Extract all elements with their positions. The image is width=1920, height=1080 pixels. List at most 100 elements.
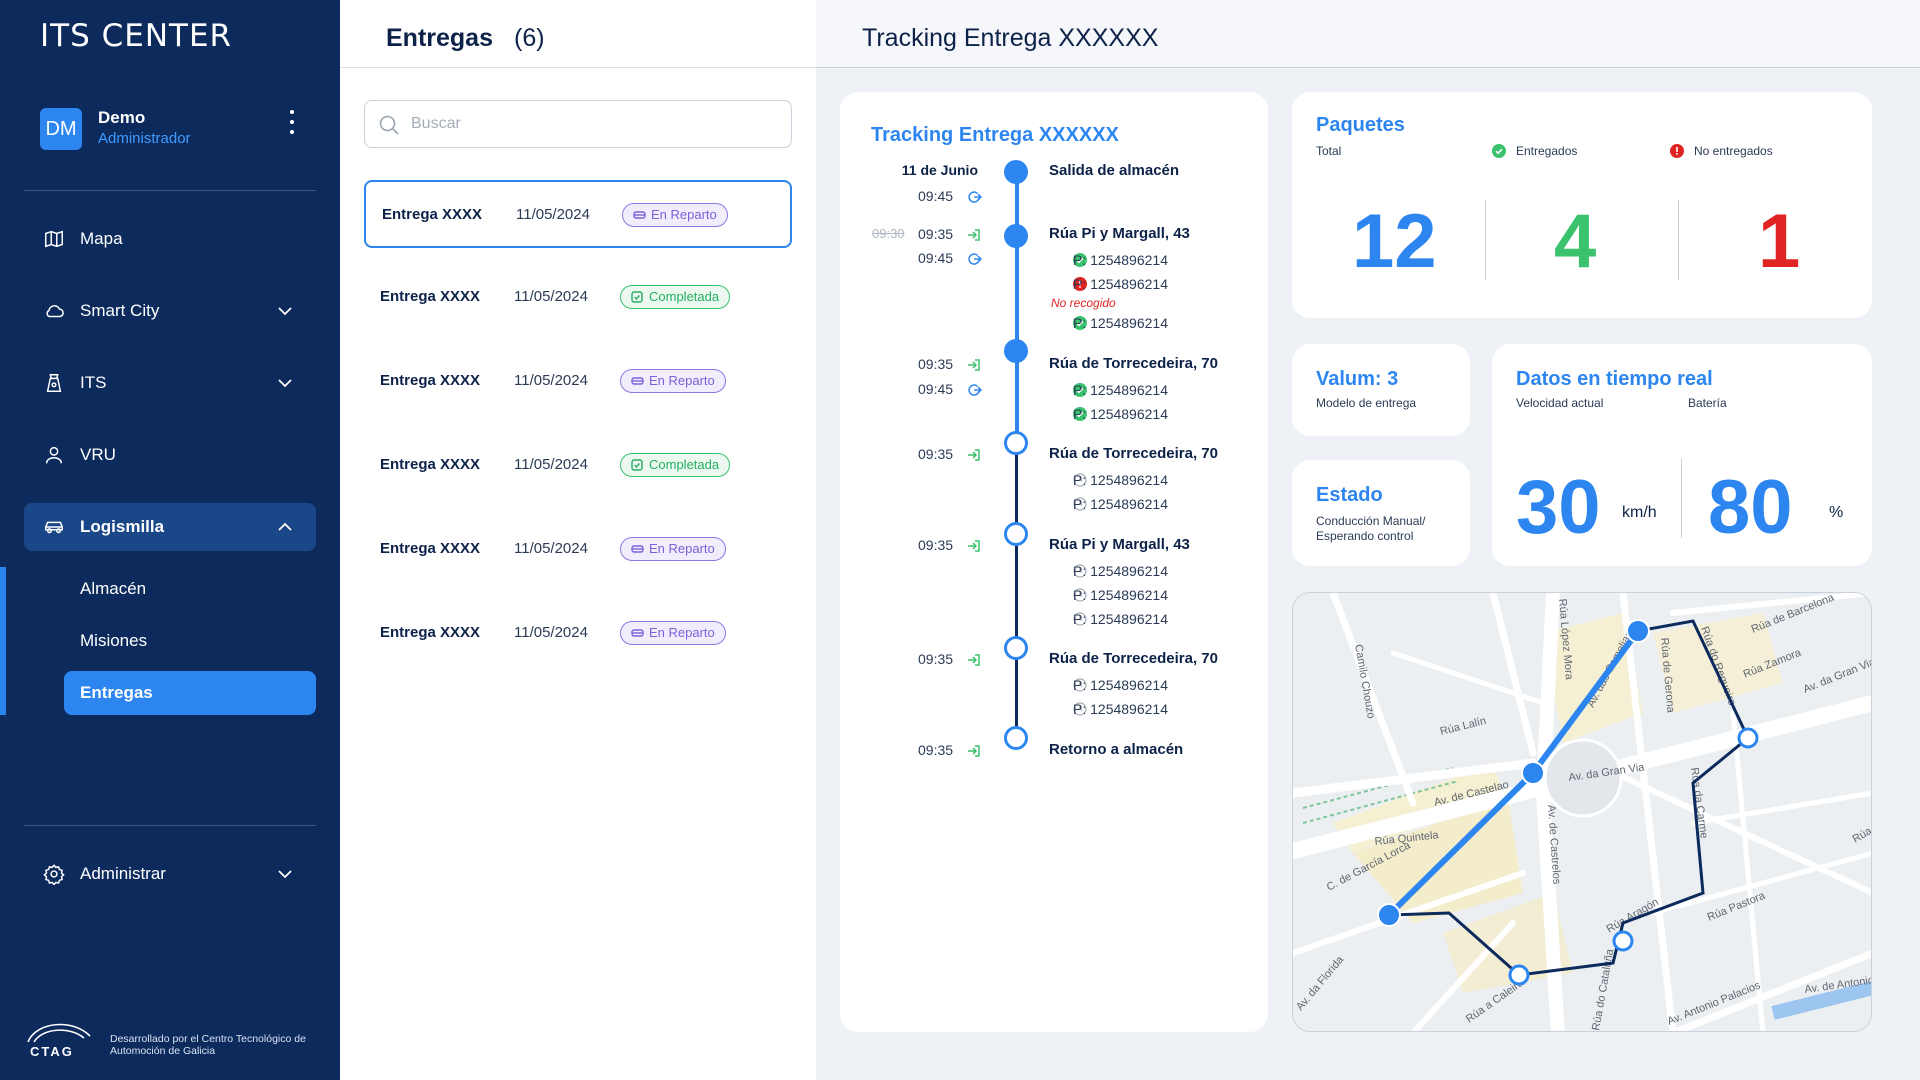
divider — [1681, 458, 1682, 538]
delivery-row[interactable]: Entrega XXXX 11/05/2024 En Reparto — [364, 348, 792, 416]
sidebar-item-label: VRU — [80, 445, 116, 464]
battery-label: Batería — [1688, 396, 1727, 410]
route-stop[interactable] — [1612, 930, 1634, 952]
timeline-node[interactable] — [1004, 431, 1028, 455]
chevron-down-icon — [278, 379, 292, 388]
delivery-date: 11/05/2024 — [514, 372, 588, 389]
timeline-node[interactable] — [1004, 339, 1028, 363]
timeline-time: 09:35 — [918, 446, 954, 462]
search-input[interactable] — [411, 111, 771, 137]
timeline-node[interactable] — [1004, 636, 1028, 660]
timeline-node[interactable] — [1004, 522, 1028, 546]
delivery-date: 11/05/2024 — [514, 540, 588, 557]
route-map[interactable]: Camilo Chouzo Rúa López Mora Av. das Cam… — [1292, 592, 1872, 1032]
delivery-row[interactable]: Entrega XXXX 11/05/2024 Completada — [364, 264, 792, 332]
tracking-card: Tracking Entrega XXXXXX 11 de Junio Salid… — [840, 92, 1268, 1032]
delivery-row[interactable]: Entrega XXXX 11/05/2024 En Reparto — [364, 180, 792, 248]
package-id: P: 1254896214 — [1073, 472, 1168, 488]
realtime-title: Datos en tiempo real — [1516, 368, 1713, 390]
route-stop[interactable] — [1521, 761, 1545, 785]
timeline-place: Rúa de Torrecedeira, 70 — [1049, 355, 1218, 372]
sidebar-item-administrar[interactable]: Administrar — [24, 850, 316, 898]
timeline-node[interactable] — [1004, 224, 1028, 248]
status-badge: En Reparto — [620, 621, 726, 645]
delivery-name: Entrega XXXX — [380, 372, 481, 389]
status-badge: En Reparto — [622, 203, 728, 227]
arrival-icon — [966, 227, 982, 243]
active-section-indicator — [0, 567, 6, 715]
status-label: Completada — [649, 289, 720, 304]
sidebar-item-vru[interactable]: VRU — [24, 431, 316, 479]
sidebar-item-label: Mapa — [80, 229, 123, 248]
kebab-menu-icon[interactable] — [288, 110, 296, 134]
failed-label: No entregados — [1694, 144, 1773, 158]
arrival-icon — [966, 652, 982, 668]
sidebar-subitem-entregas[interactable]: Entregas — [64, 671, 316, 715]
route-stop[interactable] — [1626, 619, 1650, 643]
timeline-time: 09:45 — [918, 188, 954, 204]
departure-icon — [966, 189, 983, 205]
van-icon — [631, 377, 644, 385]
status-label: Completada — [649, 457, 720, 472]
sidebar-subitem-misiones[interactable]: Misiones — [64, 619, 316, 663]
delivery-row[interactable]: Entrega XXXX 11/05/2024 En Reparto — [364, 516, 792, 584]
failed-count: 1 — [1758, 199, 1801, 284]
estado-title: Estado — [1316, 484, 1383, 506]
sidebar-item-logismilla[interactable]: Logismilla — [24, 503, 316, 551]
estado-line-1: Conducción Manual/ — [1316, 514, 1426, 528]
sidebar-item-label: Administrar — [80, 864, 166, 883]
main-title: Tracking Entrega XXXXXX — [862, 24, 1159, 52]
timeline-place: Rúa Pi y Margall, 43 — [1049, 536, 1190, 553]
timeline-node[interactable] — [1004, 160, 1028, 184]
total-label: Total — [1316, 144, 1342, 158]
package-id: P: 1254896214 — [1073, 611, 1168, 627]
speed-unit: km/h — [1622, 504, 1657, 521]
package-id: P: 1254896214 — [1073, 315, 1168, 331]
departure-icon — [966, 382, 983, 398]
sidebar-subitem-almacen[interactable]: Almacén — [64, 567, 316, 611]
car-icon — [42, 515, 66, 539]
footer-credit: Desarrollado por el Centro Tecnológico d… — [110, 1033, 306, 1057]
map-canvas[interactable]: Camilo Chouzo Rúa López Mora Av. das Cam… — [1293, 593, 1872, 1032]
route-stop[interactable] — [1737, 727, 1759, 749]
valum-title: Valum: 3 — [1316, 368, 1399, 390]
app-logo: ITS CENTER — [40, 18, 233, 54]
user-role: Administrador — [98, 130, 191, 147]
delivery-row[interactable]: Entrega XXXX 11/05/2024 En Reparto — [364, 600, 792, 668]
status-badge: En Reparto — [620, 369, 726, 393]
delivery-date: 11/05/2024 — [516, 206, 590, 223]
package-id: P: 1254896214 — [1073, 382, 1168, 398]
speed-value: 30 — [1516, 465, 1601, 550]
valum-card: Valum: 3 Modelo de entrega — [1292, 344, 1470, 436]
sidebar: ITS CENTER DM Demo Administrador Mapa Sm… — [0, 0, 340, 1080]
timeline-original-time: 09:30 — [872, 226, 905, 241]
route-pending — [1388, 619, 1750, 977]
check-square-icon — [631, 459, 643, 471]
sidebar-divider — [24, 190, 316, 191]
timeline-node[interactable] — [1004, 726, 1028, 750]
package-note: No recogido — [1051, 296, 1116, 310]
sidebar-item-its[interactable]: ITS — [24, 359, 316, 407]
package-id: P: 1254896214 — [1073, 563, 1168, 579]
route-stop[interactable] — [1508, 964, 1530, 986]
sidebar-item-smart-city[interactable]: Smart City — [24, 287, 316, 335]
status-label: En Reparto — [649, 541, 715, 556]
sidebar-item-label: ITS — [80, 373, 107, 392]
timeline-place: Retorno a almacén — [1049, 741, 1184, 758]
van-icon — [631, 629, 644, 637]
traffic-icon — [42, 371, 66, 395]
delivered-label: Entregados — [1516, 144, 1578, 158]
divider — [1485, 200, 1486, 280]
valum-subtitle: Modelo de entrega — [1316, 396, 1417, 410]
sidebar-item-mapa[interactable]: Mapa — [24, 215, 316, 263]
status-label: En Reparto — [649, 625, 715, 640]
alert-circle-icon — [1670, 144, 1684, 158]
deliveries-panel: Entregas (6) Entrega XXXX 11/05/2024 En Re… — [340, 0, 816, 1080]
timeline-date: 11 de Junio — [901, 162, 978, 178]
route-stop[interactable] — [1377, 903, 1401, 927]
check-circle-icon — [1492, 144, 1506, 158]
delivery-row[interactable]: Entrega XXXX 11/05/2024 Completada — [364, 432, 792, 500]
map-street-label: Av. de Castrelos — [1545, 804, 1563, 885]
sidebar-subitem-label: Entregas — [80, 683, 153, 702]
van-icon — [633, 211, 646, 219]
